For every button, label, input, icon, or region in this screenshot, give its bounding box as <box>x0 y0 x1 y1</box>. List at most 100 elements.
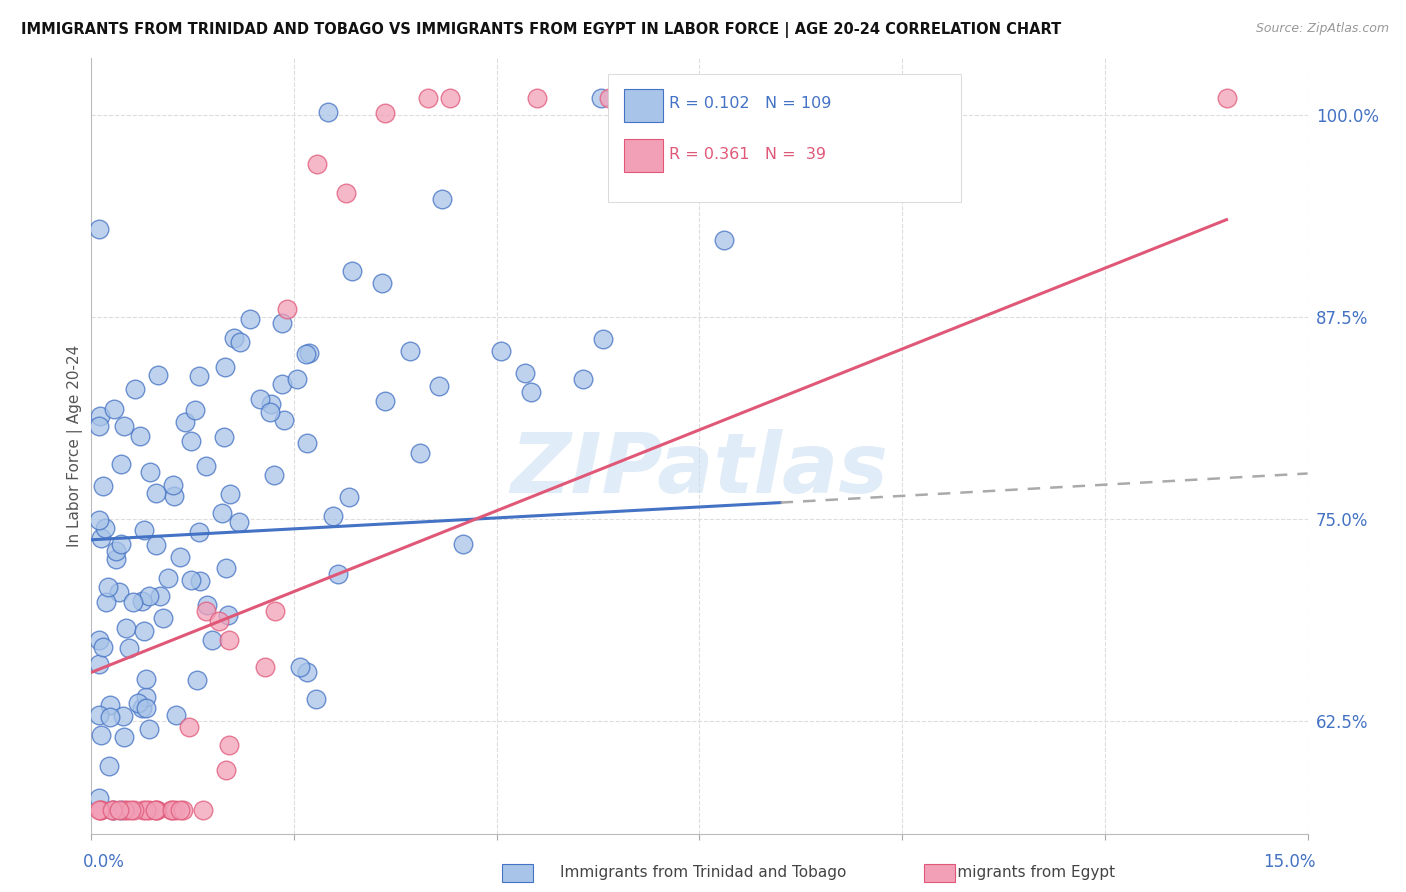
Point <box>135 690 157 704</box>
Point <box>305 691 328 706</box>
Point <box>211 507 233 521</box>
Point <box>249 392 271 406</box>
Point <box>254 660 277 674</box>
Point <box>228 335 250 350</box>
Point <box>110 458 132 472</box>
Point <box>418 91 440 105</box>
Point <box>295 347 318 361</box>
Point <box>271 377 294 392</box>
Point <box>90 728 112 742</box>
Point <box>145 803 167 817</box>
Point <box>107 585 129 599</box>
Point <box>89 633 111 648</box>
FancyBboxPatch shape <box>624 139 664 172</box>
Text: Source: ZipAtlas.com: Source: ZipAtlas.com <box>1256 22 1389 36</box>
Point <box>97 580 120 594</box>
Text: R = 0.361   N =  39: R = 0.361 N = 39 <box>669 147 827 162</box>
Point <box>112 730 135 744</box>
Point <box>184 403 207 417</box>
Point <box>285 372 308 386</box>
Point <box>322 509 344 524</box>
Point <box>145 486 167 500</box>
Point <box>430 192 453 206</box>
Point <box>259 405 281 419</box>
Point <box>135 700 157 714</box>
Point <box>145 538 167 552</box>
Point <box>297 665 319 679</box>
Point <box>295 436 318 450</box>
Point <box>374 106 396 120</box>
Point <box>124 382 146 396</box>
Point <box>263 468 285 483</box>
Point <box>96 594 118 608</box>
Point <box>149 589 172 603</box>
Point <box>201 633 224 648</box>
Point <box>157 572 180 586</box>
Point <box>489 344 512 359</box>
Point <box>135 803 157 817</box>
Point <box>135 672 157 686</box>
Point <box>340 264 363 278</box>
Point <box>439 91 461 105</box>
Point <box>572 372 595 386</box>
Point <box>112 419 135 434</box>
Point <box>89 803 111 817</box>
Point <box>127 696 149 710</box>
Point <box>260 397 283 411</box>
Point <box>214 359 236 374</box>
Point <box>90 803 112 817</box>
Point <box>165 707 187 722</box>
Point <box>131 803 153 817</box>
Point <box>91 479 114 493</box>
Point <box>145 803 167 817</box>
Point <box>316 105 339 120</box>
Point <box>169 549 191 564</box>
Point <box>115 803 138 817</box>
Point <box>152 611 174 625</box>
Point <box>110 537 132 551</box>
Point <box>122 803 145 817</box>
Point <box>180 574 202 588</box>
Text: R = 0.102   N = 109: R = 0.102 N = 109 <box>669 96 831 112</box>
Point <box>207 614 229 628</box>
Point <box>370 276 392 290</box>
Point <box>112 708 135 723</box>
Point <box>239 311 262 326</box>
Point <box>222 331 245 345</box>
Point <box>89 657 111 672</box>
Point <box>160 803 183 817</box>
Point <box>89 803 111 817</box>
Point <box>271 316 294 330</box>
Point <box>288 660 311 674</box>
Point <box>188 574 211 589</box>
Point <box>120 803 142 817</box>
Point <box>101 803 124 817</box>
Point <box>143 803 166 817</box>
Point <box>169 803 191 817</box>
Point <box>276 301 298 316</box>
Text: Immigrants from Egypt: Immigrants from Egypt <box>938 865 1115 880</box>
Text: ZIPatlas: ZIPatlas <box>510 429 889 510</box>
Point <box>218 486 240 500</box>
FancyBboxPatch shape <box>609 73 960 202</box>
Point <box>194 458 217 473</box>
Point <box>264 604 287 618</box>
Point <box>138 803 160 817</box>
Point <box>139 465 162 479</box>
Point <box>519 385 541 400</box>
Point <box>89 791 111 805</box>
Point <box>218 633 240 648</box>
Point <box>228 515 250 529</box>
Point <box>131 701 153 715</box>
Point <box>177 719 200 733</box>
Y-axis label: In Labor Force | Age 20-24: In Labor Force | Age 20-24 <box>67 345 83 547</box>
Point <box>592 332 614 346</box>
Point <box>194 604 217 618</box>
Point <box>89 512 111 526</box>
Point <box>107 803 129 817</box>
Point <box>337 490 360 504</box>
Point <box>1215 91 1237 105</box>
Point <box>131 594 153 608</box>
Point <box>103 401 125 416</box>
Point <box>89 708 111 723</box>
